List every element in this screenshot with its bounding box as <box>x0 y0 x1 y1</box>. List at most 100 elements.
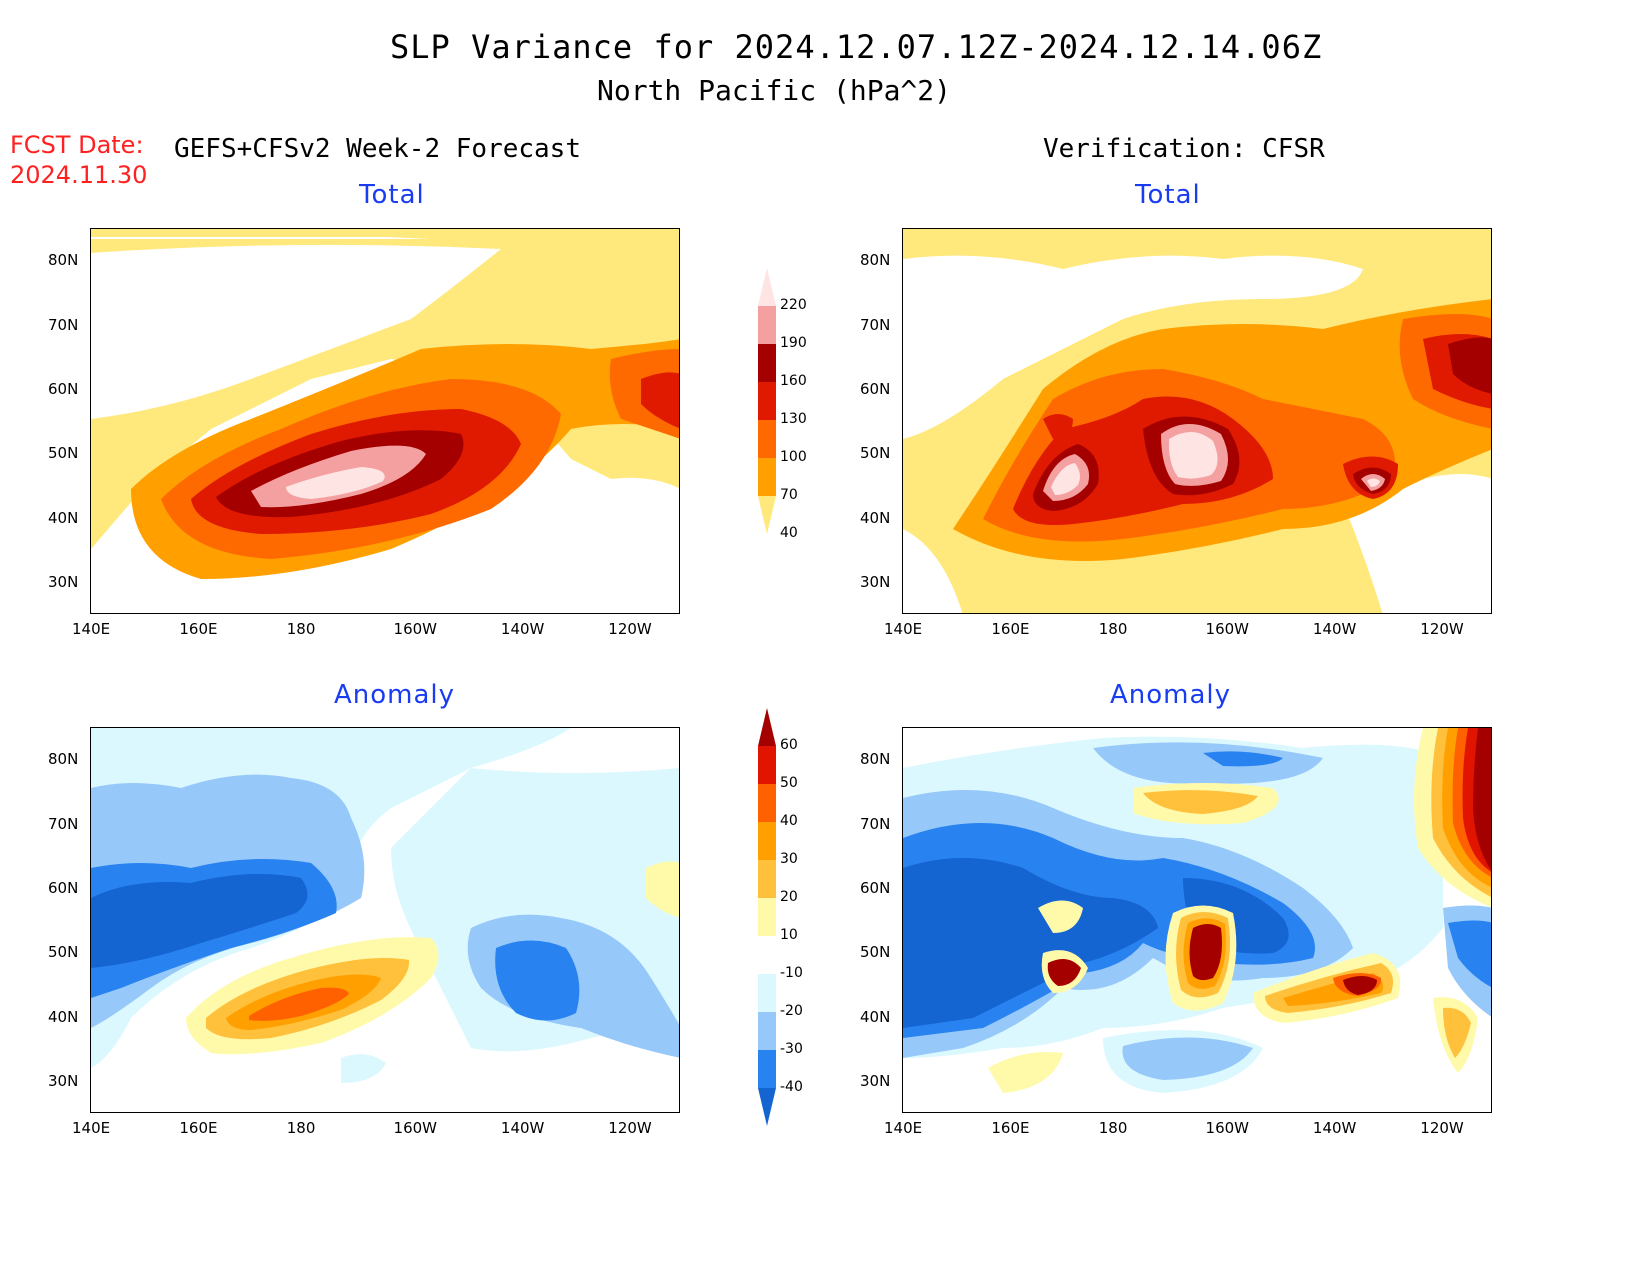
verification-anomaly-lat-tick-label: 60N <box>860 878 891 897</box>
verification-total-lat-tick-label: 30N <box>860 572 891 591</box>
forecast-total-lon-tick-label: 160W <box>393 620 438 638</box>
white-right <box>1333 474 1491 613</box>
colorbar-level-label: 40 <box>780 525 798 541</box>
contour-minus40 <box>903 858 1158 1028</box>
forecast-total-lat-tick-label: 80N <box>48 251 79 270</box>
colorbar-swatch <box>758 420 776 458</box>
colorbar-level-label: 160 <box>780 373 807 389</box>
verification-anomaly-lat-tick-label: 30N <box>860 1071 891 1090</box>
verification-total-lon-tick-label: 160W <box>1205 620 1250 638</box>
colorbar-level-label: 50 <box>780 775 798 791</box>
verification-anomaly-lon-tick-label: 160W <box>1205 1119 1250 1137</box>
colorbar-swatch <box>758 974 776 1012</box>
colorbar-level-label: 10 <box>780 927 798 943</box>
colorbar-swatch <box>758 1050 776 1088</box>
verification-anomaly-lon-tick-label: 140E <box>884 1119 923 1137</box>
colorbar-level-label: 40 <box>780 813 798 829</box>
contour-plus40 <box>249 987 349 1021</box>
colorbar-swatch <box>758 1088 776 1126</box>
white-right <box>611 477 679 613</box>
colorbar-swatch <box>758 458 776 496</box>
forecast-total-lat-tick-label: 60N <box>48 379 79 398</box>
colorbar-swatch <box>758 268 776 306</box>
fcst-date-value: 2024.11.30 <box>10 161 148 189</box>
colorbar-swatch <box>758 784 776 822</box>
verification-total-title: Total <box>1135 180 1201 210</box>
verification-anomaly-lon-tick-label: 180 <box>1098 1119 1128 1137</box>
verification-anomaly-lat-tick-label: 50N <box>860 943 891 962</box>
contour-plus20 <box>1143 790 1258 814</box>
forecast-total-lon-tick-label: 160E <box>179 620 218 638</box>
white-sw <box>903 529 963 613</box>
colorbar-level-label: 220 <box>780 297 807 313</box>
forecast-anomaly-title: Anomaly <box>334 680 456 710</box>
forecast-anomaly-lon-tick-label: 140W <box>500 1119 545 1137</box>
verification-anomaly-lon-tick-label: 160E <box>991 1119 1030 1137</box>
colorbar-swatch <box>758 496 776 534</box>
verification-anomaly-lon-tick-label: 120W <box>1420 1119 1464 1137</box>
colorbar-level-label: -20 <box>780 1003 803 1019</box>
verification-total-lat-tick-label: 70N <box>860 315 891 334</box>
white-top <box>91 244 501 419</box>
fcst-date-label: FCST Date: <box>10 131 144 159</box>
total-colorbar <box>758 268 776 534</box>
white-top <box>903 255 1363 439</box>
forecast-total-lon-tick-label: 120W <box>608 620 652 638</box>
colorbar-swatch <box>758 898 776 936</box>
verification-anomaly-lat-tick-label: 70N <box>860 814 891 833</box>
forecast-total-map <box>90 228 680 614</box>
verification-anomaly-lon-tick-label: 140W <box>1312 1119 1357 1137</box>
verification-total-map <box>902 228 1492 614</box>
forecast-total-lat-tick-label: 50N <box>48 444 79 463</box>
colorbar-level-label: 190 <box>780 335 807 351</box>
verification-total-lat-tick-label: 60N <box>860 379 891 398</box>
colorbar-level-label: -30 <box>780 1041 803 1057</box>
verification-total-lat-tick-label: 50N <box>860 444 891 463</box>
verification-total-lon-tick-label: 180 <box>1098 620 1128 638</box>
colorbar-swatch <box>758 860 776 898</box>
colorbar-swatch <box>758 306 776 344</box>
subtitle: North Pacific (hPa^2) <box>597 74 952 107</box>
verification-total-lat-tick-label: 80N <box>860 251 891 270</box>
verification-total-lon-tick-label: 120W <box>1420 620 1464 638</box>
forecast-heading: GEFS+CFSv2 Week-2 Forecast <box>174 134 581 164</box>
main-title: SLP Variance for 2024.12.07.12Z-2024.12.… <box>390 28 1323 66</box>
forecast-total-lon-tick-label: 140E <box>72 620 111 638</box>
forecast-anomaly-lon-tick-label: 120W <box>608 1119 652 1137</box>
colorbar-swatch <box>758 382 776 420</box>
forecast-anomaly-lat-tick-label: 40N <box>48 1007 79 1026</box>
colorbar-swatch <box>758 344 776 382</box>
forecast-anomaly-lat-tick-label: 80N <box>48 750 79 769</box>
colorbar-level-label: 100 <box>780 449 807 465</box>
anomaly-colorbar <box>758 708 776 1126</box>
verification-total-lon-tick-label: 140W <box>1312 620 1357 638</box>
colorbar-swatch <box>758 936 776 974</box>
verification-anomaly-lat-tick-label: 80N <box>860 750 891 769</box>
colorbar-level-label: -40 <box>780 1079 803 1095</box>
verification-total-lat-tick-label: 40N <box>860 508 891 527</box>
colorbar-level-label: 20 <box>780 889 798 905</box>
colorbar-level-label: 30 <box>780 851 798 867</box>
verification-anomaly-map <box>902 727 1492 1113</box>
forecast-total-lon-tick-label: 140W <box>500 620 545 638</box>
forecast-anomaly-lon-tick-label: 160E <box>179 1119 218 1137</box>
contour-220 <box>1051 463 1080 495</box>
colorbar-level-label: 130 <box>780 411 807 427</box>
forecast-anomaly-lat-tick-label: 30N <box>48 1071 79 1090</box>
forecast-total-lat-tick-label: 30N <box>48 572 79 591</box>
forecast-total-title: Total <box>359 180 425 210</box>
forecast-anomaly-lat-tick-label: 50N <box>48 943 79 962</box>
colorbar-swatch <box>758 708 776 746</box>
forecast-total-lat-tick-label: 70N <box>48 315 79 334</box>
verification-total-lon-tick-label: 140E <box>884 620 923 638</box>
colorbar-level-label: 60 <box>780 737 798 753</box>
forecast-anomaly-lon-tick-label: 160W <box>393 1119 438 1137</box>
colorbar-level-label: -10 <box>780 965 803 981</box>
colorbar-swatch <box>758 1012 776 1050</box>
forecast-total-lat-tick-label: 40N <box>48 508 79 527</box>
verification-anomaly-lat-tick-label: 40N <box>860 1007 891 1026</box>
verification-total-lon-tick-label: 160E <box>991 620 1030 638</box>
contour-plus60 <box>1189 924 1222 981</box>
verification-heading: Verification: CFSR <box>1043 134 1325 164</box>
colorbar-level-label: 70 <box>780 487 798 503</box>
